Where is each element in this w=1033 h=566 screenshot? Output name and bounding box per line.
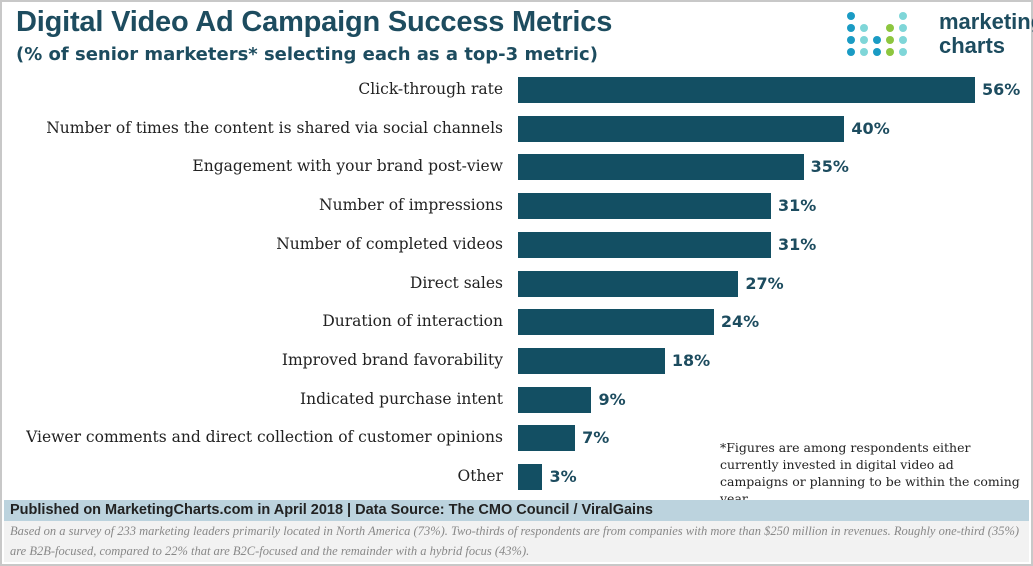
- value-label: 35%: [810, 157, 849, 177]
- bar: [518, 386, 592, 413]
- logo-dot: [873, 48, 881, 56]
- logo-dot: [899, 48, 907, 56]
- survey-basis: Based on a survey of 233 marketing leade…: [4, 521, 1029, 562]
- bar: [518, 77, 975, 103]
- category-label: Indicated purchase intent: [300, 389, 503, 408]
- value-label: 18%: [671, 350, 711, 370]
- logo-dot: [860, 36, 868, 44]
- value-label: 40%: [851, 118, 890, 138]
- category-label: Engagement with your brand post-view: [192, 157, 503, 176]
- logo-dot: [886, 36, 894, 44]
- category-label: Other: [457, 467, 503, 485]
- logo-dot: [847, 48, 855, 56]
- chart-subtitle: (% of senior marketers* selecting each a…: [16, 44, 598, 65]
- value-label: 9%: [598, 389, 626, 409]
- logo-dot: [886, 24, 894, 32]
- bar: [518, 154, 804, 181]
- logo-dot: [873, 36, 881, 44]
- bar: [518, 270, 739, 297]
- logo-dot: [847, 36, 855, 44]
- category-label: Number of impressions: [319, 196, 503, 215]
- bar: [518, 347, 665, 374]
- value-label: 7%: [582, 428, 610, 448]
- category-label: Direct sales: [409, 273, 503, 292]
- logo-dot: [847, 12, 855, 20]
- footnote: *Figures are among respondents either cu…: [720, 440, 1020, 506]
- value-label: 56%: [982, 80, 1021, 99]
- value-label: 31%: [777, 234, 817, 254]
- value-label: 31%: [777, 196, 817, 216]
- category-label: Improved brand favorability: [281, 350, 503, 369]
- bar: [518, 115, 845, 142]
- logo-dot: [886, 48, 894, 56]
- chart-title: Digital Video Ad Campaign Success Metric…: [16, 6, 613, 38]
- bar: [518, 309, 714, 336]
- marketingcharts-logo: marketingcharts: [847, 10, 1033, 60]
- bar: [518, 231, 771, 258]
- published-source: Published on MarketingCharts.com in Apri…: [4, 500, 1029, 521]
- category-label: Click-through rate: [358, 80, 503, 98]
- value-label: 3%: [549, 467, 577, 486]
- logo-text: marketingcharts: [939, 9, 1033, 58]
- category-label: Number of completed videos: [276, 234, 503, 253]
- category-label: Viewer comments and direct collection of…: [26, 428, 503, 447]
- value-label: 24%: [720, 312, 760, 332]
- logo-dot: [847, 24, 855, 32]
- bar: [518, 464, 543, 490]
- category-label: Number of times the content is shared vi…: [46, 118, 503, 137]
- logo-dot: [899, 12, 907, 20]
- logo-dot: [860, 48, 868, 56]
- logo-dot: [899, 36, 907, 44]
- bar: [518, 425, 576, 452]
- logo-dot: [899, 24, 907, 32]
- logo-dot: [860, 24, 868, 32]
- category-label: Duration of interaction: [322, 312, 503, 331]
- value-label: 27%: [745, 273, 784, 293]
- bar: [518, 193, 771, 220]
